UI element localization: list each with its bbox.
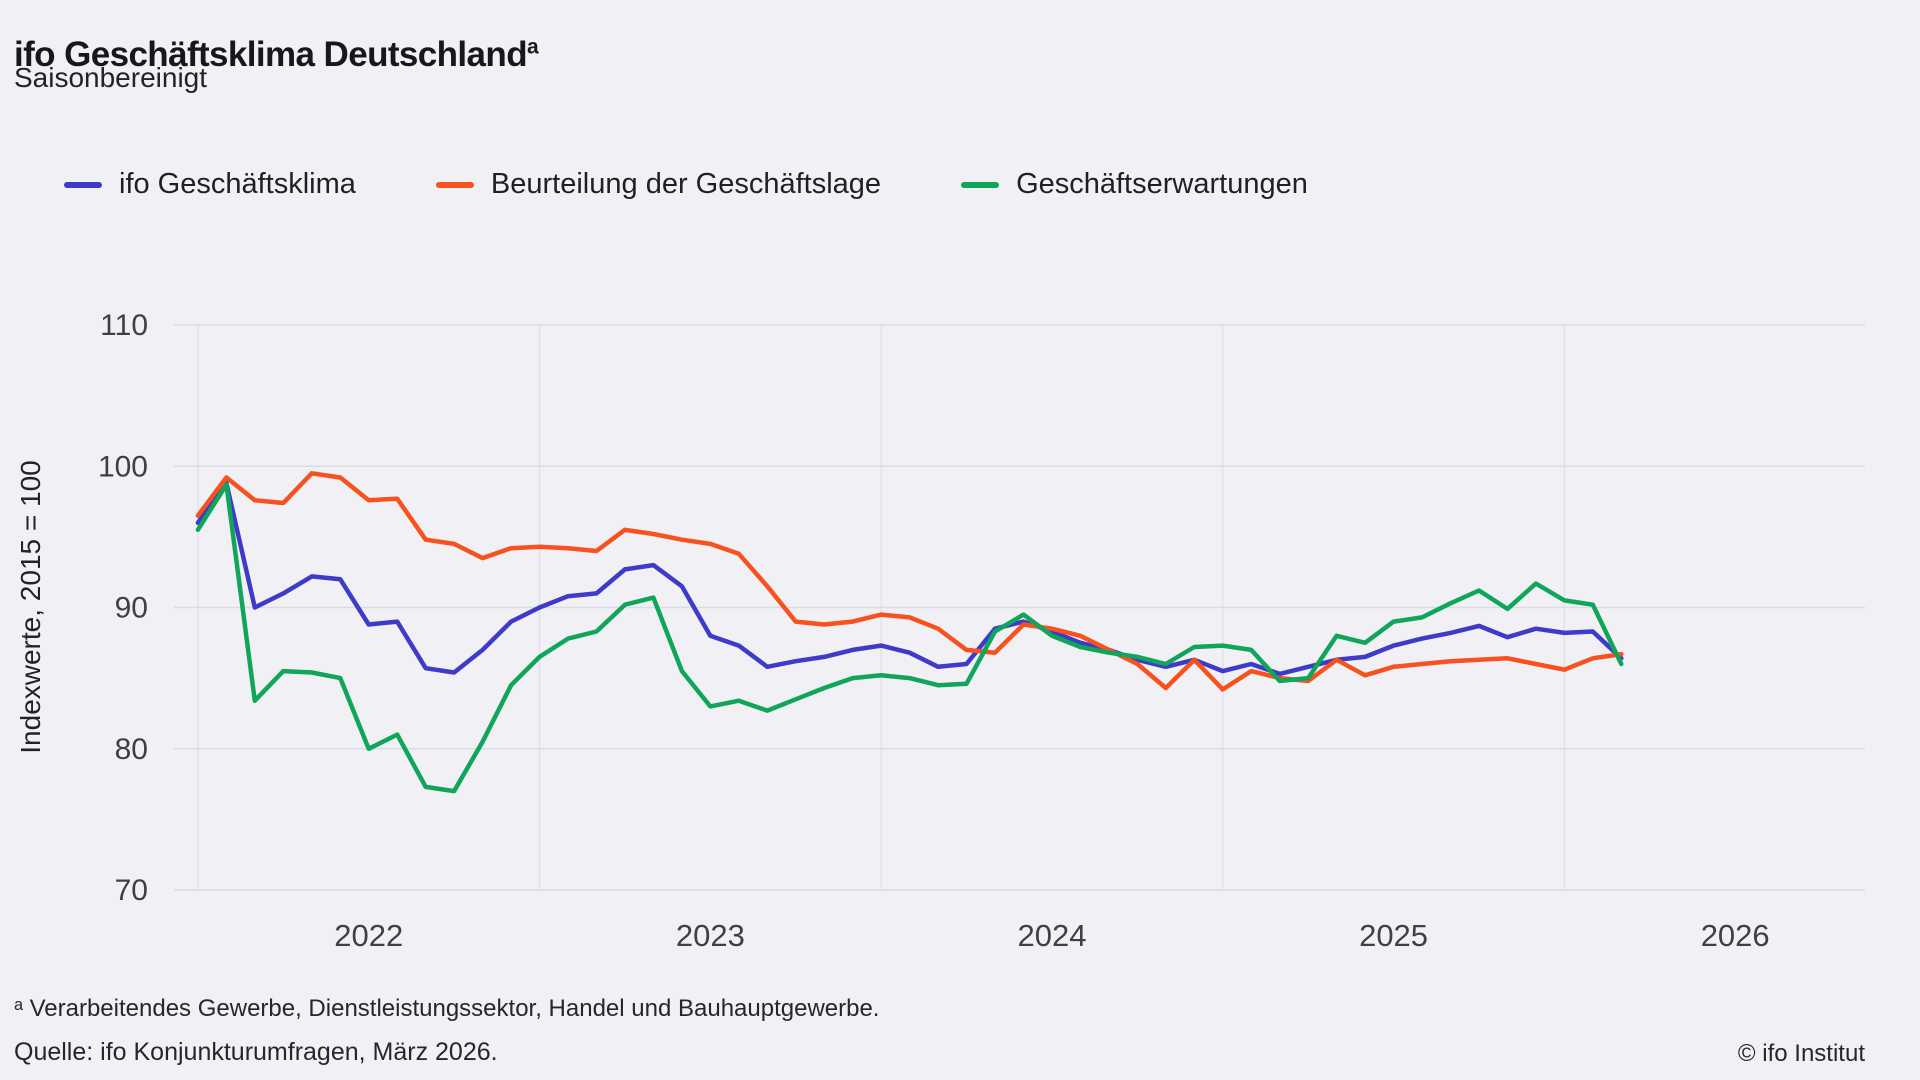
x-tick-label: 2022 [334, 918, 403, 953]
legend-label-erwartungen: Geschäftserwartungen [1016, 168, 1308, 200]
x-tick-label: 2026 [1701, 918, 1770, 953]
title-footnote-marker: a [526, 35, 539, 59]
y-tick-label: 100 [98, 450, 148, 483]
x-tick-label: 2025 [1359, 918, 1428, 953]
series-line-2 [195, 482, 1624, 794]
y-tick-label: 70 [115, 874, 148, 907]
legend-swatch-green-line-icon [961, 181, 1000, 188]
x-tick-label: 2023 [676, 918, 745, 953]
y-tick-label: 110 [100, 309, 148, 342]
chart-legend: ifo Geschäftsklima Beurteilung der Gesch… [64, 168, 1308, 201]
page-title: ifo Geschäftsklima Deutschlanda [14, 35, 539, 75]
legend-swatch-blue-line-icon [64, 181, 102, 188]
footnote: ᵃ Verarbeitendes Gewerbe, Dienstleistung… [14, 995, 880, 1022]
source-note: Quelle: ifo Konjunkturumfragen, März 202… [14, 1038, 498, 1066]
series-line-1 [195, 471, 1624, 692]
y-tick-label: 80 [115, 733, 148, 766]
legend-item-geschaeftsklima: ifo Geschäftsklima [64, 168, 356, 201]
page-title-text: ifo Geschäftsklima Deutschland [14, 35, 528, 75]
series-line-0 [195, 480, 1624, 677]
legend-label-geschaeftslage: Beurteilung der Geschäftslage [490, 168, 882, 200]
chart-subtitle: Saisonbereinigt [14, 62, 208, 93]
x-tick-label: 2024 [1017, 918, 1086, 953]
legend-item-erwartungen: Geschäftserwartungen [961, 168, 1308, 201]
copyright-note: © ifo Institut [1737, 1040, 1865, 1067]
legend-swatch-orange-line-icon [435, 181, 474, 188]
legend-label-geschaeftsklima: ifo Geschäftsklima [119, 168, 356, 200]
legend-item-geschaeftslage: Beurteilung der Geschäftslage [435, 168, 882, 201]
y-tick-label: 90 [115, 592, 148, 625]
